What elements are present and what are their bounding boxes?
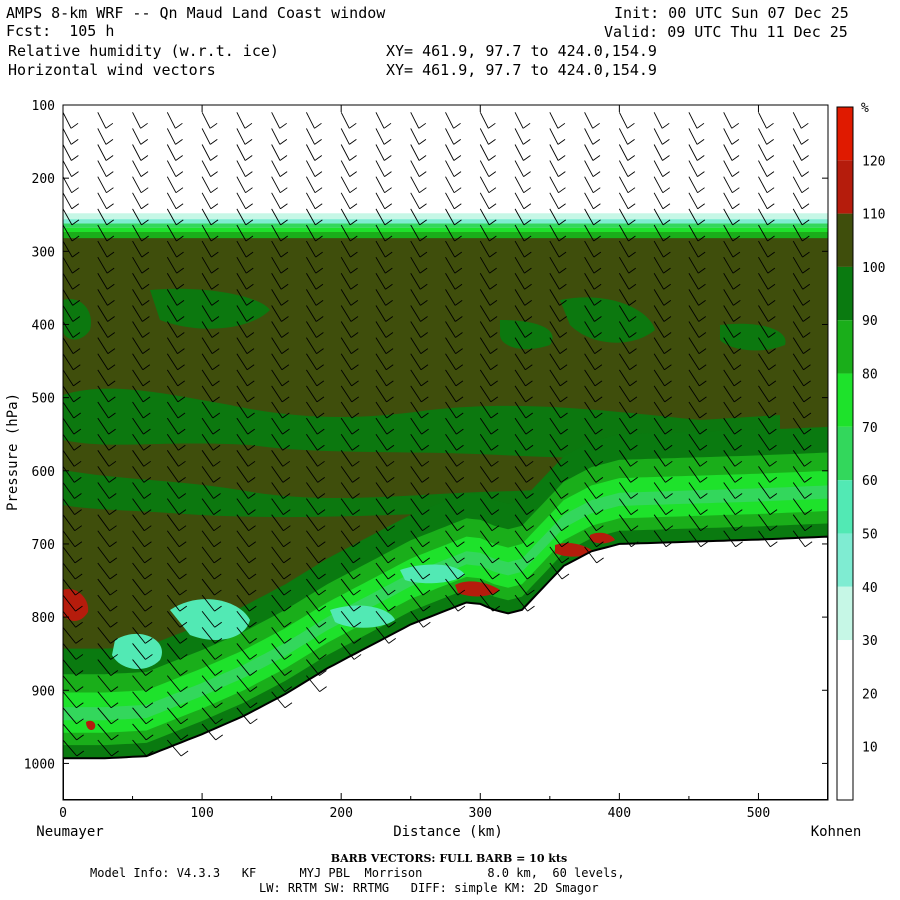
- rh-patch-90-100: [560, 297, 655, 343]
- colorbar-label: 80: [862, 368, 878, 383]
- y-tick-label: 100: [32, 99, 55, 114]
- rh-band-upper: [63, 219, 828, 224]
- forecast-hour: Fcst: 105 h: [6, 22, 115, 40]
- colorbar-label: 110: [862, 208, 885, 223]
- x-tick-label: 0: [59, 806, 67, 821]
- x-tick-label: 200: [329, 806, 352, 821]
- colorbar-swatch: [837, 693, 853, 747]
- colorbar-frame: [836, 106, 854, 801]
- rh-patch-110-120: [590, 532, 615, 544]
- y-tick-label: 900: [32, 684, 55, 699]
- rh-band-upper: [63, 227, 828, 233]
- colorbar-label: 60: [862, 474, 878, 489]
- right-end-label: Kohnen: [811, 824, 862, 840]
- model-info-line2: LW: RRTM SW: RRTMG DIFF: simple KM: 2D S…: [259, 881, 599, 895]
- rh-patch-90-100: [63, 299, 91, 340]
- colorbar-swatch: [837, 586, 853, 641]
- colorbar: 10 20 30 40 50 60 70 80 90 100 110 120%: [836, 101, 885, 801]
- colorbar-label: 10: [862, 741, 878, 756]
- plot-frame: [62, 104, 829, 801]
- colorbar-label: 70: [862, 421, 878, 436]
- x-axis: 0 100 200 300 400 500: [59, 105, 829, 821]
- y-tick-label: 400: [32, 318, 55, 333]
- rh-band-lower: [63, 523, 828, 759]
- rh-band-upper: [63, 213, 828, 220]
- rh-patch-50-60: [170, 599, 250, 640]
- x-tick-label: 100: [190, 806, 213, 821]
- colorbar-swatch: [837, 320, 853, 374]
- colorbar-swatch: [837, 213, 853, 267]
- rh-patch-50-60: [112, 633, 162, 670]
- y-tick-label: 300: [32, 245, 55, 260]
- rh-patch-110-120: [63, 588, 89, 621]
- xy-range-1: XY= 461.9, 97.7 to 424.0,154.9: [386, 42, 657, 60]
- x-tick-label: 500: [747, 806, 770, 821]
- xy-range-2: XY= 461.9, 97.7 to 424.0,154.9: [386, 61, 657, 79]
- x-axis-label: Distance (km): [393, 824, 503, 840]
- field-label-rh: Relative humidity (w.r.t. ice): [8, 42, 279, 60]
- y-axis-label: Pressure (hPa): [5, 393, 21, 511]
- y-tick-label: 200: [32, 172, 55, 187]
- rh-patch-110-120: [455, 581, 500, 597]
- rh-patch-110-120: [555, 542, 595, 557]
- y-tick-label: 1000: [24, 757, 55, 772]
- colorbar-swatch: [837, 480, 853, 534]
- x-tick-label: 300: [469, 806, 492, 821]
- y-axis: 100 200 300 400 500 600 700 800 900 1000: [24, 99, 828, 772]
- colorbar-swatch: [837, 373, 853, 427]
- left-end-label: Neumayer: [36, 824, 103, 840]
- rh-band-lower: [63, 511, 828, 759]
- colorbar-label: 120: [862, 154, 885, 169]
- x-tick-label: 400: [608, 806, 631, 821]
- valid-time: Valid: 09 UTC Thu 11 Dec 25: [604, 23, 848, 41]
- barb-legend: BARB VECTORS: FULL BARB = 10 kts: [331, 852, 567, 865]
- rh-patch-90-100: [150, 288, 270, 329]
- init-time: Init: 00 UTC Sun 07 Dec 25: [614, 4, 849, 22]
- rh-patch-110-120: [86, 720, 96, 731]
- colorbar-swatch: [837, 746, 853, 800]
- colorbar-swatch: [837, 107, 853, 161]
- y-tick-label: 800: [32, 611, 55, 626]
- rh-patch-50-60: [400, 564, 465, 584]
- colorbar-swatch: [837, 160, 853, 214]
- y-tick-label: 500: [32, 392, 55, 407]
- colorbar-label: 90: [862, 314, 878, 329]
- rh-patch-90-100: [720, 323, 786, 351]
- colorbar-label: 20: [862, 687, 878, 702]
- rh-patch-50-60: [330, 605, 395, 628]
- colorbar-label: 40: [862, 581, 878, 596]
- terrain-mask: [63, 535, 828, 800]
- colorbar-label: 100: [862, 261, 885, 276]
- colorbar-swatch: [837, 426, 853, 481]
- colorbar-swatch: [837, 266, 853, 321]
- plot-area: [63, 112, 828, 800]
- colorbar-swatch: [837, 640, 853, 694]
- colorbar-label: 30: [862, 634, 878, 649]
- rh-patch-90-100: [500, 320, 553, 350]
- chart-title: AMPS 8-km WRF -- Qn Maud Land Coast wind…: [6, 4, 386, 22]
- colorbar-swatch: [837, 533, 853, 587]
- y-tick-label: 600: [32, 465, 55, 480]
- rh-band-upper: [63, 232, 828, 239]
- model-info-line1: Model Info: V4.3.3 KF MYJ PBL Morrison 8…: [90, 866, 625, 880]
- wind-barbs: [63, 112, 813, 757]
- field-label-wind: Horizontal wind vectors: [8, 61, 216, 79]
- y-tick-label: 700: [32, 538, 55, 553]
- colorbar-label: 50: [862, 527, 878, 542]
- colorbar-unit: %: [861, 101, 869, 116]
